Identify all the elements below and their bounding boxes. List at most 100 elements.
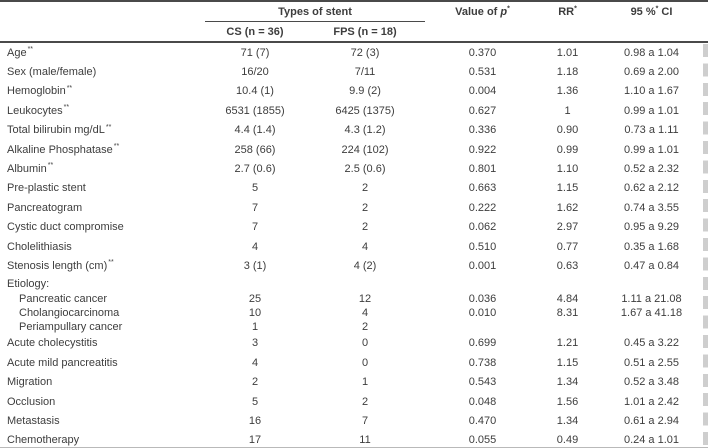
cell-p: 0.001 — [468, 259, 497, 272]
cell-p: 0.055 — [468, 434, 497, 447]
cell-cs: 7 — [251, 201, 259, 214]
cell-fps: 2 — [361, 221, 369, 234]
cell-cs: 4.4 (1.4) — [234, 124, 276, 137]
cell-p: 0.510 — [468, 240, 497, 253]
cell-rr: 1.36 — [556, 85, 579, 98]
row-label-text: Hemoglobin — [7, 85, 66, 98]
cell-cs: 10.4 (1) — [236, 85, 274, 98]
cell-rr: 1.34 — [556, 376, 579, 389]
cell-fps: 4 — [361, 240, 369, 253]
row-label-text: Migration — [7, 376, 53, 389]
row-label: Chemotherapy — [0, 434, 205, 446]
header-p-symbol: p — [500, 6, 508, 18]
cell-cs: 5 — [251, 395, 259, 408]
row-label: Pre-plastic stent — [0, 182, 205, 194]
cell-fps: 6425 (1375) — [335, 104, 395, 117]
table-row: Metastasis 16 7 0.470 1.34 0.61 a 2.94 — [0, 411, 708, 430]
cell-fps: 12 — [358, 292, 372, 305]
cell-ci: 0.73 a 1.11 — [624, 124, 679, 137]
cell-cs: 6531 (1855) — [225, 104, 285, 117]
table-row: Hemoglobin** 10.4 (1) 9.9 (2) 0.004 1.36… — [0, 82, 708, 101]
row-label-text: Age — [7, 46, 27, 59]
cell-rr: 4.84 — [556, 292, 579, 305]
row-label-text: Pancreatogram — [7, 201, 83, 214]
cell-p: 0.004 — [468, 85, 497, 98]
cell-rr: 1.62 — [556, 201, 579, 214]
cell-cs: 71 (7) — [240, 46, 270, 59]
header-group-row: Types of stent Value of p* RR* 95 %* CI — [0, 2, 708, 22]
cell-p: 0.370 — [468, 46, 497, 59]
cell-fps: 2.5 (0.6) — [344, 163, 386, 176]
table-row: Acute mild pancreatitis 4 0 0.738 1.15 0… — [0, 353, 708, 372]
cell-rr: 1.10 — [556, 163, 579, 176]
table-row: Cholelithiasis 4 4 0.510 0.77 0.35 a 1.6… — [0, 237, 708, 256]
cell-fps: 0 — [361, 356, 369, 369]
row-label-sup: ** — [27, 46, 34, 54]
cell-fps: 7 — [361, 414, 369, 427]
table-row: Acute cholecystitis 3 0 0.699 1.21 0.45 … — [0, 334, 708, 353]
cell-cs: 2.7 (0.6) — [234, 163, 276, 176]
cell-cs: 4 — [251, 356, 259, 369]
header-rr: RR* — [540, 5, 595, 18]
table-row: Sex (male/female) 16/20 7/11 0.531 1.18 … — [0, 62, 708, 81]
row-label: Occlusion — [0, 396, 205, 408]
cell-p: 0.627 — [468, 104, 497, 117]
cell-fps: 1 — [361, 376, 369, 389]
row-label-text: Leukocytes — [7, 104, 63, 117]
row-label-text: Pancreatic cancer — [19, 292, 108, 305]
cell-fps: 4 (2) — [353, 259, 377, 272]
cell-p: 0.922 — [468, 143, 497, 156]
row-label: Hemoglobin** — [0, 85, 205, 98]
table-row: Occlusion 5 2 0.048 1.56 1.01 a 2.42 — [0, 392, 708, 411]
cell-cs: 3 — [251, 337, 259, 350]
cell-ci: 0.51 a 2.55 — [623, 356, 680, 369]
table-row: Cystic duct compromise 7 2 0.062 2.97 0.… — [0, 218, 708, 237]
row-label: Sex (male/female) — [0, 66, 205, 78]
row-label: Cholangiocarcinoma — [0, 307, 205, 319]
cell-fps: 2 — [361, 201, 369, 214]
row-label-text: Sex (male/female) — [7, 66, 97, 79]
table-row: Alkaline Phosphatase** 258 (66) 224 (102… — [0, 140, 708, 159]
row-label: Periampullary cancer — [0, 321, 205, 333]
cell-p: 0.062 — [468, 221, 497, 234]
cell-fps: 224 (102) — [341, 143, 389, 156]
cell-ci: 0.45 a 3.22 — [623, 337, 680, 350]
cell-fps: 4 — [361, 306, 369, 319]
cell-rr: 0.63 — [556, 259, 579, 272]
row-label-sup: ** — [105, 123, 112, 131]
cell-ci: 0.99 a 1.01 — [623, 104, 680, 117]
header-col-fps: FPS (n = 18) — [333, 25, 397, 38]
cell-cs: 4 — [251, 240, 259, 253]
cell-ci: 0.47 a 0.84 — [623, 259, 680, 272]
row-label-text: Acute cholecystitis — [7, 337, 98, 350]
header-rr-asterisk: * — [574, 5, 577, 13]
row-label: Pancreatic cancer — [0, 293, 205, 305]
cell-ci: 0.69 a 2.00 — [623, 66, 680, 79]
cell-rr: 1.21 — [556, 337, 579, 350]
cell-ci: 0.35 a 1.68 — [623, 240, 680, 253]
cell-p: 0.222 — [468, 201, 497, 214]
table-row: Periampullary cancer 1 2 — [0, 320, 708, 334]
row-label-text: Etiology: — [7, 277, 50, 290]
row-label-sup: ** — [108, 259, 114, 267]
cell-rr: 2.97 — [556, 221, 579, 234]
cell-cs: 17 — [248, 434, 262, 447]
cell-fps: 7/11 — [354, 66, 376, 79]
row-label: Age** — [0, 46, 205, 59]
row-label-text: Stenosis length (cm) — [7, 259, 108, 272]
row-label: Stenosis length (cm)** — [0, 259, 205, 272]
cell-p: 0.663 — [468, 182, 497, 195]
cell-cs: 258 (66) — [234, 143, 276, 156]
cell-rr: 1.15 — [556, 182, 579, 195]
cell-ci: 0.24 a 1.01 — [623, 434, 680, 447]
table-body: Age** 71 (7) 72 (3) 0.370 1.01 0.98 a 1.… — [0, 43, 708, 447]
cell-rr: 1 — [564, 104, 571, 117]
table-row: Albumin** 2.7 (0.6) 2.5 (0.6) 0.801 1.10… — [0, 159, 708, 178]
header-ci-asterisk: * — [655, 5, 659, 13]
cell-cs: 16 — [248, 414, 262, 427]
row-label-sup: ** — [47, 162, 54, 170]
row-label-text: Acute mild pancreatitis — [7, 356, 118, 369]
row-label-text: Total bilirubin mg/dL — [7, 124, 105, 137]
header-ci-prefix: 95 % — [630, 6, 656, 18]
